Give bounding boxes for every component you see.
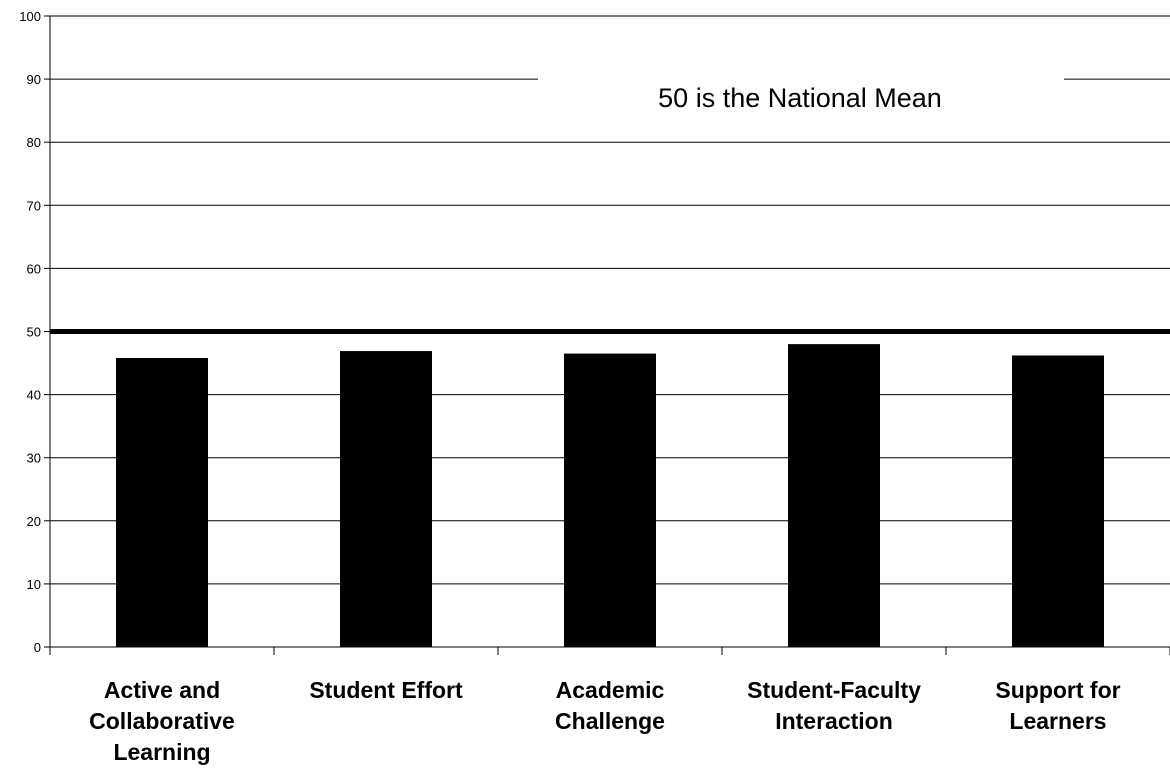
annotation-background <box>538 70 1064 122</box>
bar <box>340 351 432 647</box>
y-tick-label: 20 <box>27 514 41 529</box>
annotation-group: 50 is the National Mean <box>538 70 1064 122</box>
x-tick-label: Academic Challenge <box>555 677 665 734</box>
x-tick-label: Support for Learners <box>995 677 1120 734</box>
bars <box>50 329 1170 647</box>
axes <box>44 15 1170 655</box>
y-tick-label: 60 <box>27 261 41 276</box>
y-tick-label: 90 <box>27 72 41 87</box>
y-tick-label: 80 <box>27 135 41 150</box>
y-tick-label: 100 <box>19 9 41 24</box>
y-tick-label: 0 <box>34 640 41 655</box>
x-tick-label: Active and Collaborative Learning <box>89 677 235 765</box>
y-tick-label: 30 <box>27 451 41 466</box>
bar <box>564 353 656 647</box>
bar <box>1012 355 1104 647</box>
labels: 0 10 20 30 40 50 60 70 80 90 100 Active and Collabor… <box>19 9 1120 765</box>
x-tick-label: Student Effort <box>309 677 463 703</box>
bar <box>788 344 880 647</box>
bar <box>116 358 208 647</box>
annotation-text: 50 is the National Mean <box>658 83 942 113</box>
y-tick-label: 50 <box>27 325 41 340</box>
y-tick-label: 40 <box>27 388 41 403</box>
x-tick-label: Student-Faculty Interaction <box>747 677 921 734</box>
y-tick-label: 10 <box>27 577 41 592</box>
y-tick-label: 70 <box>27 198 41 213</box>
